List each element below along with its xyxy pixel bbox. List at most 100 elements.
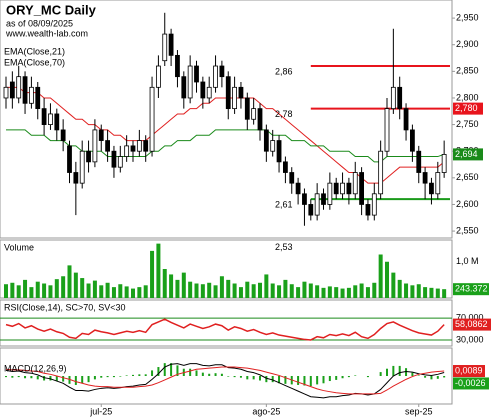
candle-body <box>346 182 352 195</box>
panel-label: MACD(12,26,9) <box>4 363 67 373</box>
macd-hist-bar <box>119 376 122 377</box>
macd-hist-bar <box>424 376 427 378</box>
volume-bar <box>80 278 85 298</box>
candle-body <box>340 182 345 195</box>
macd-hist-bar <box>220 373 223 376</box>
volume-bar <box>67 265 72 298</box>
ema-line <box>6 129 445 163</box>
volume-bar <box>105 282 110 298</box>
candle-body <box>41 108 47 125</box>
volume-bar <box>219 276 224 298</box>
volume-bar <box>73 272 78 298</box>
candle-body <box>435 172 441 195</box>
volume-bar <box>258 282 262 298</box>
volume-bar <box>200 284 205 298</box>
candle-body <box>371 193 377 216</box>
macd-hist-bar <box>189 368 192 376</box>
candle-body <box>155 65 161 88</box>
macd-hist-bar <box>386 368 388 376</box>
volume-bar <box>131 288 135 298</box>
candle-body <box>238 86 244 99</box>
macd-hist-bar <box>201 372 204 376</box>
volume-bar <box>327 286 332 298</box>
candle-body <box>289 172 295 184</box>
volume-bar <box>92 280 97 298</box>
macd-hist-bar <box>398 365 401 376</box>
volume-bar <box>264 274 269 298</box>
price-panel <box>0 0 453 239</box>
hist-value-label-box <box>453 377 489 390</box>
marks: 2,5502,6002,6502,7002,7502,8002,8502,900… <box>0 12 491 416</box>
volume-bar <box>86 283 91 298</box>
subtitle: as of 08/09/2025 <box>6 18 73 28</box>
macd-hist-bar <box>74 376 77 385</box>
candle-body <box>206 86 212 99</box>
volume-bar <box>391 272 396 298</box>
macd-hist-bar <box>81 376 84 384</box>
macd-hist-bar <box>144 374 147 376</box>
volume-bar <box>10 282 15 298</box>
candle-body <box>441 154 447 173</box>
candle-body <box>98 129 104 141</box>
macd-hist-bar <box>233 376 236 378</box>
volume-bar <box>251 284 256 298</box>
y-tick-label: 70,000 <box>456 312 484 322</box>
candle-body <box>213 65 218 88</box>
volume-bar <box>226 279 231 298</box>
volume-bar <box>232 283 237 298</box>
volume-bar <box>397 279 402 298</box>
macd-hist-bar <box>87 376 90 383</box>
macd-hist-bar <box>392 365 395 376</box>
candle-body <box>124 145 130 157</box>
candle-body <box>251 108 257 120</box>
candle-body <box>429 182 434 195</box>
last-close-label: 2,694 <box>455 149 478 159</box>
level-value-label: 2,780 <box>455 103 478 113</box>
macd-hist-bar <box>106 376 109 378</box>
candle-body <box>187 65 193 99</box>
volume-bar <box>99 285 104 298</box>
volume-bar <box>150 250 155 298</box>
macd-hist-bar <box>354 375 357 376</box>
level-label: 2,61 <box>275 200 293 210</box>
rsi-value-label-box <box>453 318 491 331</box>
candle-body <box>263 129 269 152</box>
candle-body <box>378 150 384 195</box>
macd-hist-bar <box>138 374 141 376</box>
candle-body <box>403 108 409 131</box>
volume-bar <box>207 282 212 298</box>
level-value-label-box <box>453 102 483 115</box>
candle-body <box>35 86 41 110</box>
volume-bar <box>61 276 66 298</box>
candle-body <box>162 33 168 62</box>
candle-body <box>314 193 320 216</box>
volume-bar <box>213 285 218 298</box>
candle-body <box>365 204 371 216</box>
candle-body <box>352 172 358 195</box>
volume-bar <box>385 261 389 298</box>
volume-bar <box>302 281 307 298</box>
macd-hist-bar <box>11 376 14 378</box>
candle-body <box>86 150 91 163</box>
macd-panel <box>0 347 453 405</box>
volume-bar <box>16 285 21 298</box>
volume-bar <box>238 287 243 298</box>
level-label: 2,53 <box>275 242 293 252</box>
volume-bar <box>143 285 148 298</box>
candle-body <box>54 113 60 131</box>
candle-body <box>181 76 187 99</box>
y-tick-label: 2,750 <box>456 119 479 129</box>
macd-hist-bar <box>443 376 446 378</box>
candle-body <box>384 108 390 152</box>
macd-hist-bar <box>405 368 408 376</box>
chart-title: ORY_MC Daily <box>6 2 97 17</box>
macd-hist-bar <box>208 373 211 376</box>
candle-body <box>22 76 28 104</box>
volume-value-label: 243.372 <box>455 284 488 294</box>
macd-hist-bar <box>411 372 414 376</box>
candle-body <box>28 86 34 104</box>
x-tick-label: jul-25 <box>89 406 112 416</box>
candle-body <box>321 193 326 205</box>
volume-bar <box>29 287 34 298</box>
candle-body <box>73 172 79 184</box>
